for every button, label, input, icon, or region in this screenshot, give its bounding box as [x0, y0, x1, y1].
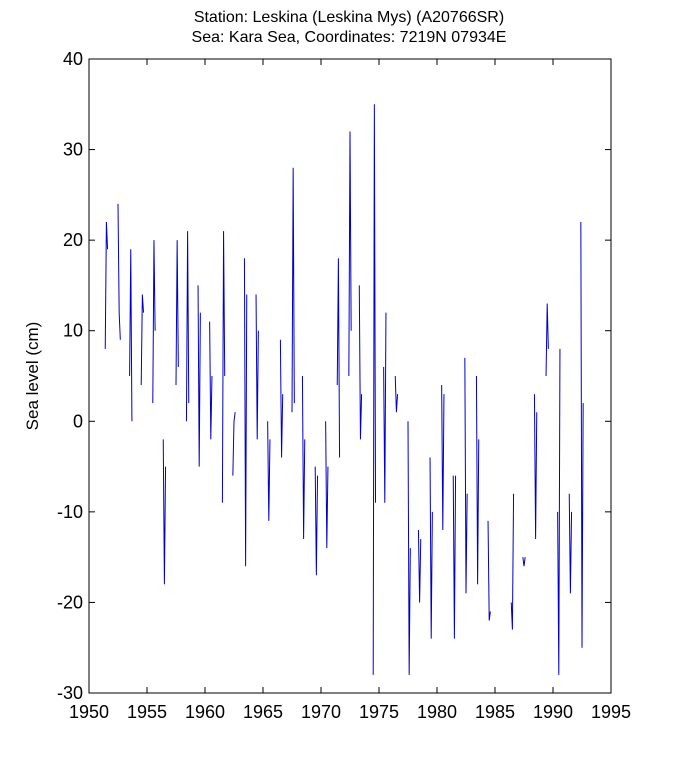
chart-title-line-2: Sea: Kara Sea, Coordinates: 7219N 07934E [192, 29, 507, 46]
y-tick-label: -10 [57, 502, 83, 522]
sea-level-segment [325, 421, 329, 549]
sea-level-segment [487, 520, 491, 621]
y-tick-label: 30 [63, 140, 83, 160]
sea-level-segment [407, 421, 411, 675]
series-layer [104, 104, 584, 675]
x-tick-label: 1980 [417, 702, 457, 722]
sea-level-segment [140, 294, 145, 386]
sea-level-segment [232, 412, 236, 476]
x-tick-label: 1975 [359, 702, 399, 722]
sea-level-segment [557, 348, 561, 675]
sea-level-segment [452, 475, 457, 639]
y-tick-label: -30 [57, 683, 83, 703]
sea-level-segment [175, 240, 179, 386]
sea-level-segment [394, 375, 399, 413]
y-tick-label: -20 [57, 592, 83, 612]
sea-level-segment [209, 321, 213, 440]
sea-level-segment [417, 529, 422, 603]
sea-level-segment [267, 421, 271, 521]
sea-level-segment [162, 439, 167, 585]
x-tick-label: 1955 [127, 702, 167, 722]
x-tick-label: 1950 [69, 702, 109, 722]
x-tick-label: 1970 [301, 702, 341, 722]
sea-level-segment [383, 312, 387, 503]
x-tick-label: 1960 [185, 702, 225, 722]
sea-level-segment [291, 167, 295, 413]
sea-level-segment [429, 457, 433, 639]
sea-level-segment [372, 104, 377, 675]
sea-level-segment [464, 357, 468, 594]
sea-level-segment [104, 222, 109, 349]
sea-level-segment [475, 375, 480, 585]
sea-level-segment [185, 231, 190, 422]
x-tick-label: 1995 [591, 702, 631, 722]
sea-level-segment [348, 131, 352, 377]
sea-level-segment [545, 303, 549, 377]
sea-level-segment [279, 339, 284, 458]
sea-level-segment [221, 231, 226, 503]
x-tick-label: 1985 [475, 702, 515, 722]
x-tick-label: 1990 [533, 702, 573, 722]
sea-level-segment [255, 294, 259, 440]
sea-level-segment [441, 385, 445, 530]
y-axis: -30 -20 -10 0 10 20 30 40 [57, 49, 611, 703]
chart-title-line-1: Station: Leskina (Leskina Mys) (A20766SR… [194, 9, 504, 26]
y-axis-label: Sea level (cm) [23, 322, 42, 431]
sea-level-segment [336, 258, 341, 458]
sea-level-segment [580, 222, 584, 648]
sea-level-segment [568, 493, 573, 594]
sea-level-segment [510, 493, 515, 630]
sea-level-segment [314, 466, 319, 576]
sea-level-segment [301, 375, 306, 540]
sea-level-segment [358, 285, 363, 440]
y-tick-label: 40 [63, 49, 83, 69]
sea-level-segment [197, 285, 201, 467]
sea-level-segment [129, 249, 133, 422]
sea-level-segment [243, 258, 248, 567]
x-axis: 1950 1955 1960 1965 1970 1975 1980 1985 1990 1995 [69, 59, 631, 722]
sea-level-segment [522, 557, 526, 567]
sea-level-segment [117, 203, 121, 340]
sea-level-segment [533, 394, 538, 540]
sea-level-segment [152, 240, 156, 404]
x-tick-label: 1965 [243, 702, 283, 722]
y-tick-label: 0 [73, 411, 83, 431]
y-tick-label: 20 [63, 230, 83, 250]
y-tick-label: 10 [63, 321, 83, 341]
